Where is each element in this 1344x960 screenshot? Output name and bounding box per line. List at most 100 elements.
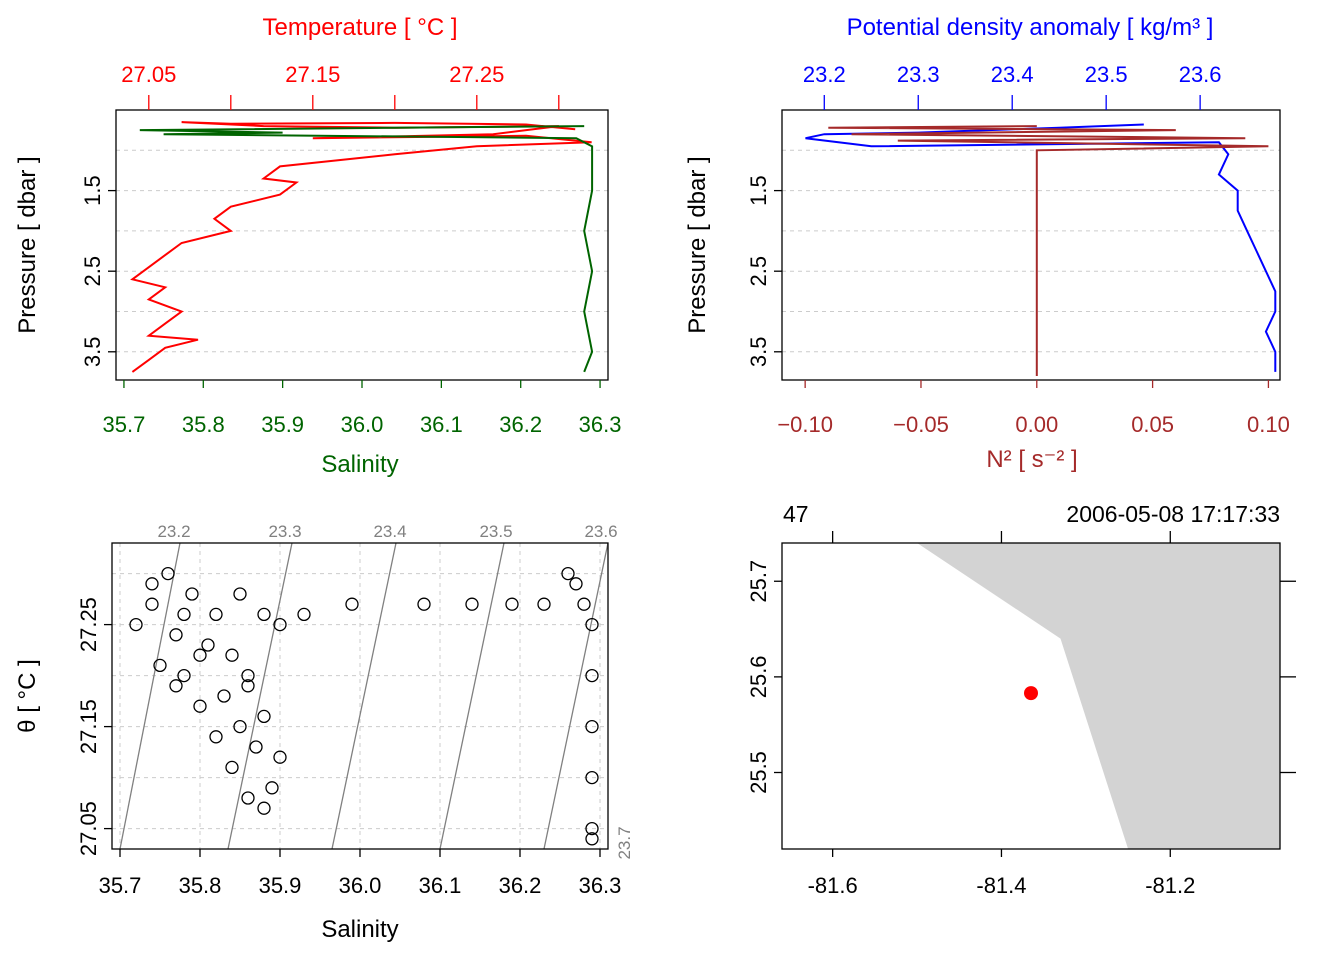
p2-top-tick-label: 23.2 [803, 62, 846, 87]
p3-axes: 35.7 35.8 35.9 36.0 36.1 36.2 36.3 27.05 27.15 27… [76, 597, 621, 898]
isopycnal-label: 23.5 [479, 522, 512, 541]
p4-x-tick-label: -81.4 [976, 873, 1026, 898]
p1-bottom-tick-label: 36.3 [579, 412, 622, 437]
p1-bottom-axis-title: Salinity [321, 451, 398, 478]
ts-point [249, 740, 263, 754]
p3-points [129, 566, 599, 846]
ts-point [569, 577, 583, 591]
ts-point [169, 628, 183, 642]
p4-y-tick-label: 25.7 [746, 560, 771, 603]
p3-y-tick-label: 27.15 [76, 699, 101, 754]
p4-station-id: 47 [783, 501, 809, 527]
ts-point [193, 648, 207, 662]
isopycnal-line [227, 543, 293, 849]
p1-top-tick-label: 27.05 [121, 62, 176, 87]
panel-ts-diagram: 35.7 35.8 35.9 36.0 36.1 36.2 36.3 27.05 27.15 27… [14, 522, 634, 943]
isopycnal-line [119, 543, 181, 849]
p4-land [917, 543, 1280, 849]
panel-density-profile: −0.10 −0.05 0.00 0.05 0.10 23.2 23.3 23.4 23.5 23… [684, 14, 1290, 473]
isopycnal-label: 23.7 [615, 826, 634, 859]
p3-xlabel: Salinity [321, 916, 398, 943]
p1-top-axis-title: Temperature [ °C ] [263, 14, 458, 41]
p3-grid [112, 543, 608, 849]
panel-station-map: -81.6 -81.4 -81.2 25.5 25.6 25.7 47 2006-05-0… [746, 501, 1296, 898]
p4-x-tick-label: -81.6 [808, 873, 858, 898]
isopycnal-label: 23.3 [268, 522, 301, 541]
ts-point [585, 617, 599, 632]
p2-bottom-tick-label: 0.10 [1247, 412, 1290, 437]
ts-point [225, 760, 239, 775]
p1-left-axis-title: Pressure [ dbar ] [14, 156, 41, 333]
p4-x-tick-label: -81.2 [1145, 873, 1195, 898]
ts-point [129, 617, 143, 632]
p2-bottom-tick-label: 0.05 [1131, 412, 1174, 437]
ts-point [145, 597, 159, 611]
p2-bottom-tick-label: 0.00 [1015, 412, 1058, 437]
p1-bottom-tick-label: 35.9 [261, 412, 304, 437]
ts-point [241, 668, 255, 683]
ts-point [257, 607, 271, 622]
density-line [805, 123, 1277, 372]
p4-y-tick-label: 25.5 [746, 751, 771, 794]
p2-series [805, 123, 1277, 376]
ts-point [257, 801, 271, 815]
ts-point [585, 719, 599, 734]
p1-bottom-tick-label: 36.1 [420, 412, 463, 437]
p3-x-tick-label: 35.7 [99, 873, 142, 898]
ts-point [585, 668, 599, 683]
land-polygon [917, 543, 1280, 849]
n2-line [828, 125, 1269, 376]
p2-top-tick-label: 23.6 [1179, 62, 1222, 87]
p1-axes: 35.7 35.8 35.9 36.0 36.1 36.2 36.3 27.05 27.15 27… [80, 62, 621, 437]
ts-point [209, 730, 223, 744]
p1-top-tick-label: 27.15 [285, 62, 340, 87]
p3-x-tick-label: 35.8 [179, 873, 222, 898]
p3-x-tick-label: 35.9 [259, 873, 302, 898]
p2-axes: −0.10 −0.05 0.00 0.05 0.10 23.2 23.3 23.4 23.5 23… [746, 62, 1290, 437]
ts-point [505, 597, 519, 611]
p3-isopycnal-labels: 23.2 23.3 23.4 23.5 23.6 23.7 [157, 522, 634, 860]
ts-point [241, 791, 255, 805]
isopycnal-line [331, 543, 397, 849]
ts-point [265, 781, 279, 795]
ts-point [217, 689, 231, 703]
p2-top-axis-title: Potential density anomaly [ kg/m³ ] [847, 14, 1214, 41]
ts-point [577, 597, 591, 611]
p3-y-tick-label: 27.25 [76, 597, 101, 652]
p2-top-tick-label: 23.4 [991, 62, 1034, 87]
panel-ts-profile: 35.7 35.8 35.9 36.0 36.1 36.2 36.3 27.05 27.15 27… [14, 14, 621, 478]
station-marker [1024, 686, 1038, 701]
salinity-line [139, 125, 594, 373]
p2-bottom-tick-label: −0.10 [777, 412, 833, 437]
ts-point [201, 638, 215, 652]
p1-left-tick-label: 1.5 [80, 175, 105, 206]
ts-point [225, 648, 239, 662]
p4-box [781, 542, 1281, 850]
ts-point [417, 597, 431, 611]
p1-grid [116, 149, 608, 353]
p3-x-tick-label: 36.0 [339, 873, 382, 898]
ts-point [185, 587, 199, 601]
ts-point [257, 709, 271, 724]
ts-point [153, 658, 167, 673]
ts-point [585, 821, 599, 836]
ts-point [585, 770, 599, 785]
p1-bottom-tick-label: 35.8 [182, 412, 225, 437]
ts-point [177, 668, 191, 683]
ts-point [465, 597, 479, 611]
isopycnal-line [543, 543, 608, 849]
p2-box [781, 109, 1281, 381]
ts-point [233, 587, 247, 601]
ts-point [537, 597, 551, 611]
p2-bottom-axis-title: N² [ s⁻² ] [986, 446, 1077, 473]
ts-point [273, 617, 287, 632]
p3-ylabel: θ [ °C ] [14, 659, 41, 733]
ts-point [177, 607, 191, 622]
p2-top-tick-label: 23.5 [1085, 62, 1128, 87]
p3-y-tick-label: 27.05 [76, 801, 101, 856]
p2-left-tick-label: 1.5 [746, 175, 771, 206]
ts-point [233, 719, 247, 734]
ts-point [161, 566, 175, 581]
ts-point [297, 607, 311, 622]
